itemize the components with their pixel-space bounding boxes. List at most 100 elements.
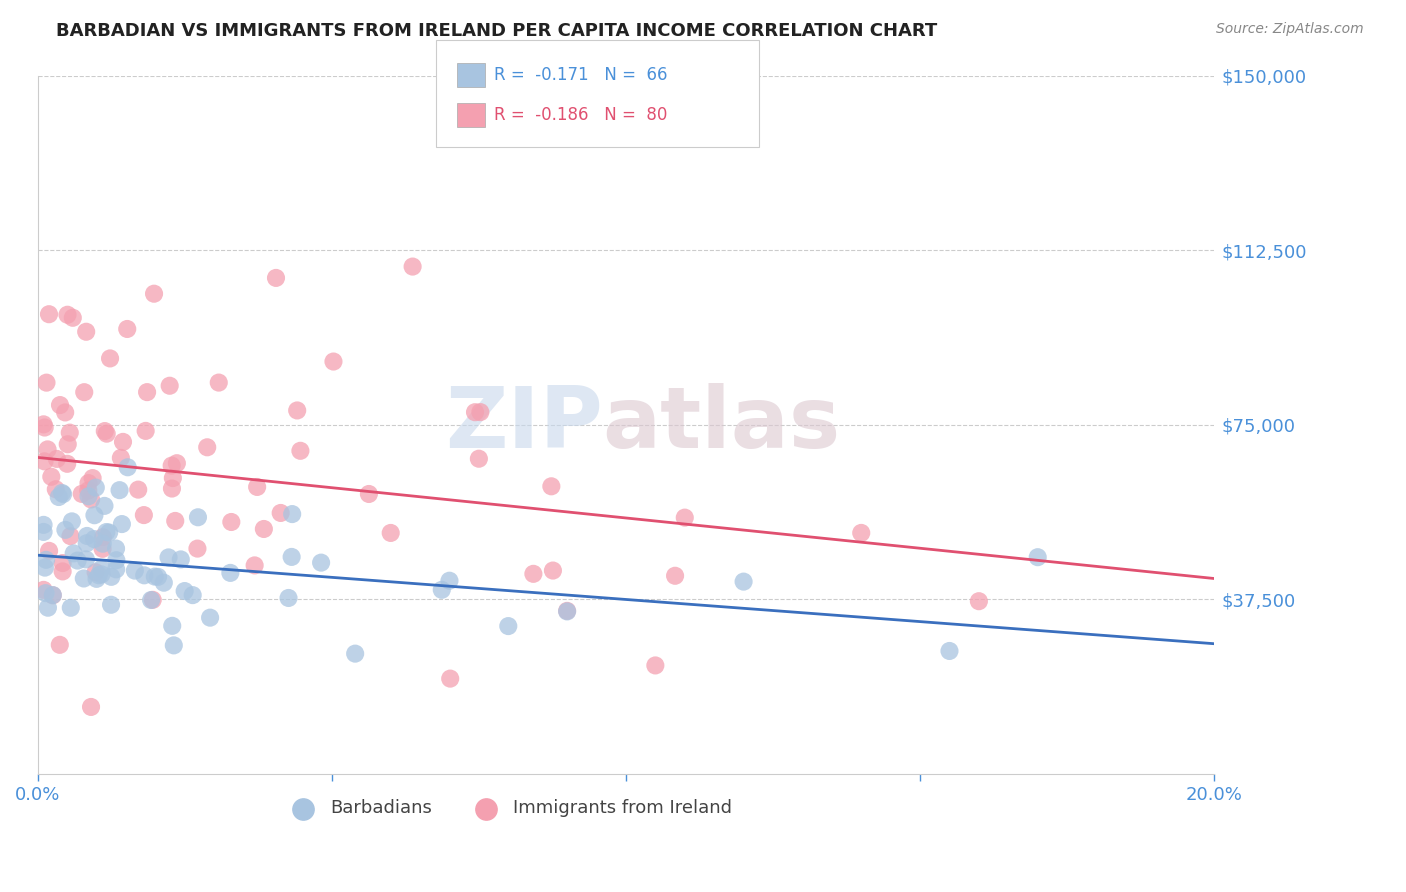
Point xyxy=(76,536,98,550)
Point xyxy=(1026,550,1049,565)
Point xyxy=(87,568,110,582)
Point xyxy=(77,489,100,503)
Point xyxy=(281,507,304,521)
Point xyxy=(285,403,308,417)
Point xyxy=(851,525,873,540)
Point xyxy=(160,619,183,633)
Point xyxy=(555,604,578,618)
Text: ZIP: ZIP xyxy=(444,384,602,467)
Point xyxy=(35,376,58,390)
Point xyxy=(96,524,118,539)
Point xyxy=(94,424,117,438)
Point xyxy=(464,405,486,419)
Point xyxy=(139,593,162,607)
Point xyxy=(83,508,105,523)
Point xyxy=(664,568,686,582)
Point xyxy=(45,451,67,466)
Point xyxy=(541,564,564,578)
Point xyxy=(344,647,367,661)
Point xyxy=(117,460,139,475)
Point xyxy=(55,523,77,537)
Point xyxy=(38,544,60,558)
Point xyxy=(66,553,89,567)
Point xyxy=(644,658,666,673)
Point xyxy=(48,490,70,504)
Point xyxy=(42,588,65,602)
Text: atlas: atlas xyxy=(602,384,841,467)
Point xyxy=(165,514,187,528)
Point xyxy=(49,398,72,412)
Point xyxy=(35,553,58,567)
Point xyxy=(73,572,96,586)
Point xyxy=(160,458,183,473)
Point xyxy=(62,546,84,560)
Point xyxy=(34,420,56,434)
Point xyxy=(401,260,423,274)
Point xyxy=(108,483,131,497)
Point xyxy=(105,562,128,576)
Point xyxy=(75,325,97,339)
Point xyxy=(160,482,183,496)
Point xyxy=(430,582,453,597)
Point xyxy=(111,434,134,449)
Point xyxy=(83,532,105,546)
Point xyxy=(53,405,76,419)
Point xyxy=(173,584,195,599)
Point xyxy=(243,558,266,573)
Point xyxy=(498,619,520,633)
Point xyxy=(73,385,96,400)
Point xyxy=(32,524,55,539)
Point xyxy=(100,570,122,584)
Point xyxy=(470,405,492,419)
Point xyxy=(39,469,62,483)
Point xyxy=(187,510,209,524)
Text: R =  -0.171   N =  66: R = -0.171 N = 66 xyxy=(494,66,666,84)
Point xyxy=(84,481,107,495)
Point xyxy=(32,517,55,532)
Point xyxy=(170,552,193,566)
Point xyxy=(90,567,112,582)
Point xyxy=(967,594,990,608)
Point xyxy=(84,566,107,580)
Point xyxy=(52,487,75,501)
Point xyxy=(37,442,59,457)
Point xyxy=(270,506,292,520)
Point xyxy=(45,483,67,497)
Point xyxy=(100,598,122,612)
Point xyxy=(322,354,344,368)
Point xyxy=(522,566,544,581)
Point xyxy=(198,610,221,624)
Point xyxy=(136,385,159,400)
Point xyxy=(157,550,180,565)
Point xyxy=(32,417,55,432)
Point xyxy=(42,588,65,602)
Point xyxy=(142,592,165,607)
Point xyxy=(938,644,960,658)
Point xyxy=(143,286,166,301)
Point xyxy=(34,454,56,468)
Point xyxy=(96,426,118,441)
Point xyxy=(135,424,157,438)
Point xyxy=(219,566,242,580)
Point xyxy=(105,553,128,567)
Point xyxy=(555,604,578,618)
Point xyxy=(60,515,83,529)
Point xyxy=(59,529,82,543)
Point xyxy=(468,451,491,466)
Point xyxy=(195,440,218,454)
Point xyxy=(59,600,82,615)
Point xyxy=(208,376,231,390)
Point xyxy=(49,638,72,652)
Point xyxy=(77,476,100,491)
Point xyxy=(56,308,79,322)
Point xyxy=(91,530,114,544)
Point xyxy=(76,529,98,543)
Point xyxy=(733,574,755,589)
Point xyxy=(37,600,59,615)
Point xyxy=(380,525,402,540)
Point xyxy=(124,564,146,578)
Point xyxy=(253,522,276,536)
Point xyxy=(62,310,84,325)
Point xyxy=(91,541,114,556)
Point xyxy=(90,562,112,576)
